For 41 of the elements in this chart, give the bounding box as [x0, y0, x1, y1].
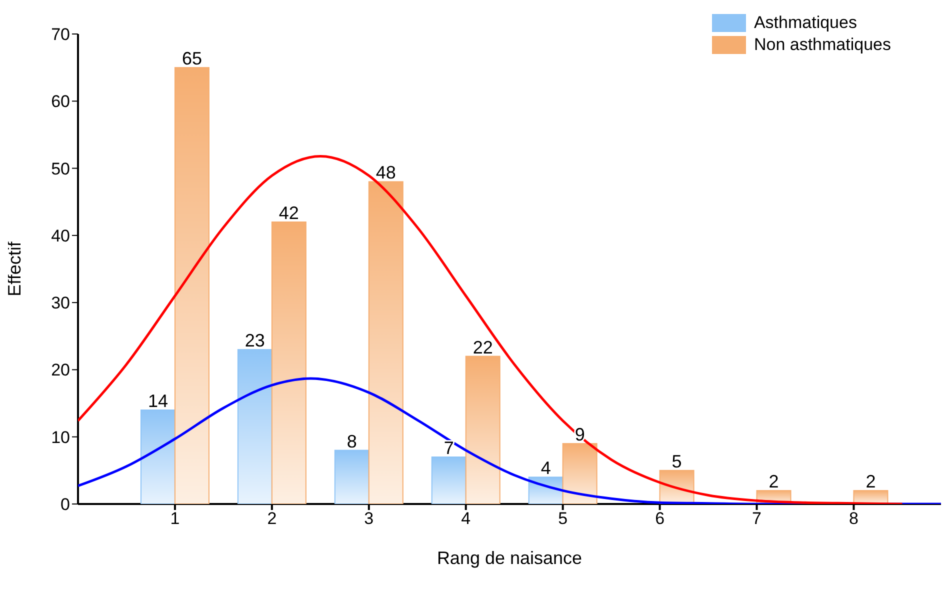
bar [140, 410, 176, 504]
data-label: 8 [346, 431, 357, 452]
data-label: 5 [672, 451, 682, 472]
data-label: 42 [278, 203, 299, 223]
bar [271, 222, 306, 504]
bar [334, 450, 370, 504]
y-tick-label: 0 [60, 495, 70, 514]
data-label: 7 [444, 438, 454, 458]
x-tick-label: 3 [364, 509, 374, 528]
line-series [78, 154, 904, 504]
y-tick-label: 10 [51, 428, 70, 447]
bar [368, 181, 404, 504]
data-label: 65 [182, 48, 202, 69]
x-axis-title: Rang de naisance [436, 548, 582, 568]
x-tick-label: 4 [461, 509, 471, 528]
data-label: 48 [376, 162, 396, 183]
legend-label: Non asthmatiques [754, 34, 891, 56]
bar [562, 443, 598, 504]
x-tick-label: 5 [558, 509, 568, 528]
bar [431, 456, 466, 504]
data-label: 2 [768, 472, 779, 492]
data-label: 23 [244, 330, 265, 351]
bar [237, 349, 272, 504]
y-tick-label: 30 [51, 294, 70, 313]
x-tick-label: 6 [655, 509, 665, 528]
x-tick-label: 1 [170, 509, 180, 528]
y-tick-label: 40 [51, 226, 70, 246]
x-tick-label: 8 [848, 509, 858, 528]
data-label: 4 [540, 458, 551, 478]
x-tick-label: 2 [267, 509, 277, 528]
y-tick-label: 70 [51, 25, 70, 44]
data-label: 14 [148, 391, 168, 411]
x-tick-label: 7 [752, 509, 762, 528]
bar [174, 67, 210, 504]
y-tick-label: 20 [51, 360, 70, 380]
bar [465, 356, 500, 504]
legend-label: Asthmatiques [754, 12, 857, 34]
data-label: 2 [866, 472, 876, 492]
y-tick-label: 60 [51, 92, 70, 112]
y-tick-label: 50 [51, 159, 70, 178]
data-label: 22 [472, 337, 493, 358]
